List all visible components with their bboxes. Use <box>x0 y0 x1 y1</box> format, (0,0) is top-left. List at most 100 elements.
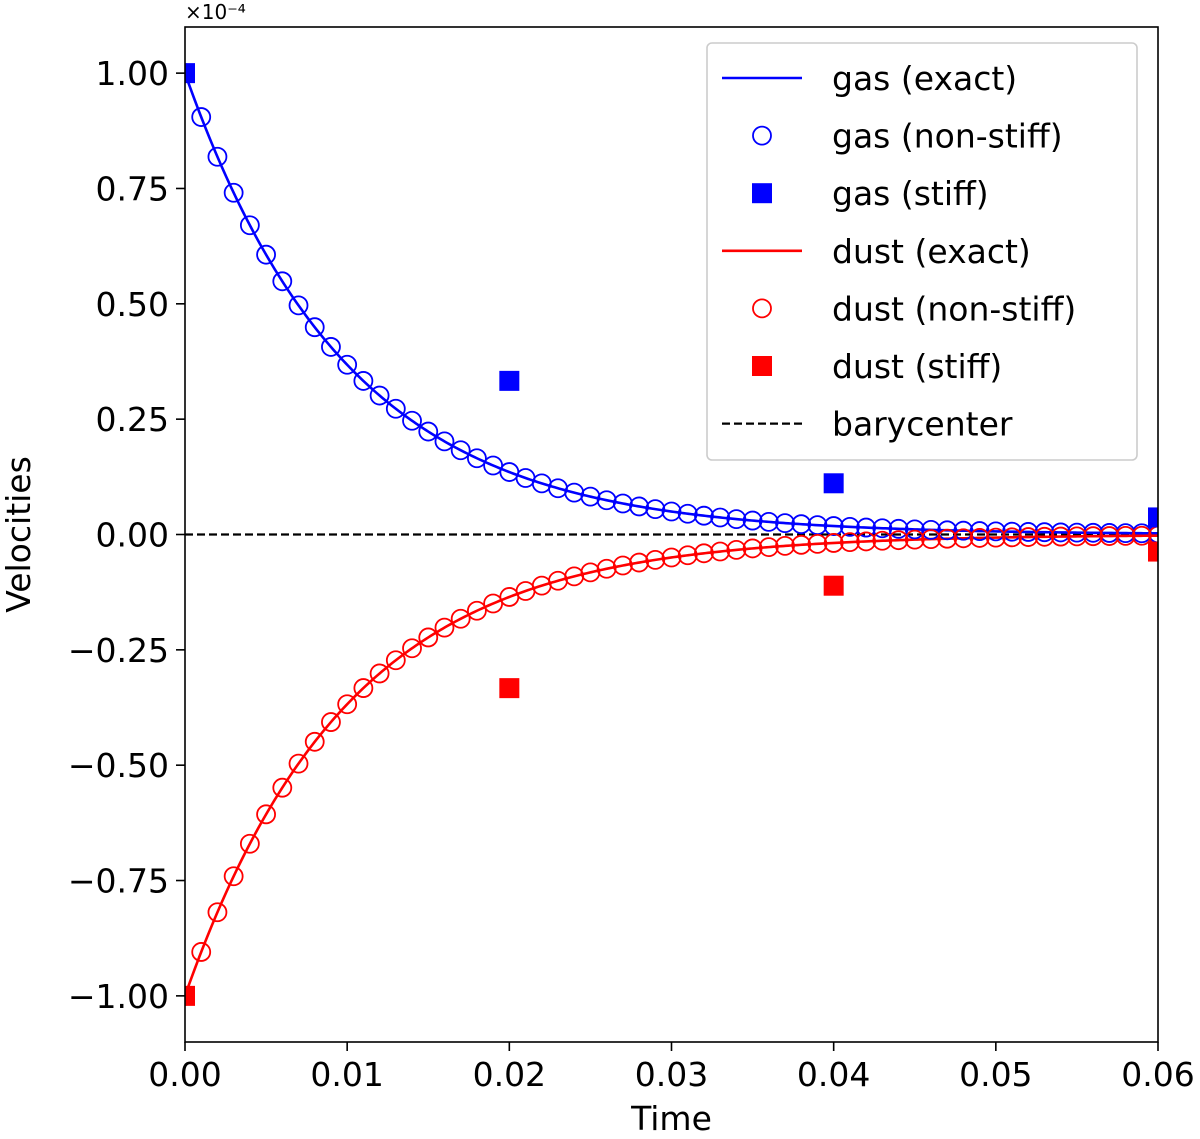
dust-nonstiff-point <box>872 530 893 551</box>
dust-nonstiff-point <box>677 545 698 566</box>
dust-nonstiff-point <box>434 617 455 638</box>
y-tick-label: 1.00 <box>96 54 169 93</box>
legend-marker-dust-stiff <box>752 356 772 376</box>
dust-nonstiff-point <box>337 694 358 715</box>
dust-nonstiff-point <box>418 627 439 648</box>
y-tick-label: 0.25 <box>96 400 169 439</box>
dust-nonstiff-point <box>758 537 779 558</box>
dust-nonstiff-point <box>694 543 714 564</box>
dust-nonstiff-point <box>839 532 860 553</box>
dust-nonstiff-point <box>272 777 293 798</box>
gas-nonstiff-point <box>337 354 358 375</box>
dust-nonstiff-point <box>466 600 487 621</box>
gas-nonstiff-point <box>629 496 649 517</box>
dust-nonstiff-point <box>321 712 341 732</box>
dust-nonstiff-point <box>207 902 228 923</box>
dust-nonstiff-point <box>239 833 260 854</box>
y-tick-label: −1.00 <box>68 977 169 1016</box>
gas-stiff-point <box>823 473 844 494</box>
dust-nonstiff-point <box>629 552 649 573</box>
dust-nonstiff-point <box>1131 525 1152 546</box>
dust-nonstiff-point <box>742 538 763 559</box>
x-tick-label: 0.03 <box>635 1055 708 1094</box>
dust-nonstiff-point <box>612 555 633 576</box>
dust-stiff-point <box>499 678 520 699</box>
y-tick-label: 0.75 <box>96 169 169 208</box>
gas-nonstiff-point <box>839 516 860 537</box>
gas-nonstiff-point <box>726 509 747 530</box>
y-tick-label: 0.50 <box>96 285 169 324</box>
gas-nonstiff-point <box>823 516 844 536</box>
gas-exact-line <box>185 72 1158 535</box>
dust-nonstiff-point <box>921 529 941 550</box>
legend: gas (exact) gas (non-stiff) gas (stiff) dus… <box>706 42 1138 461</box>
dust-nonstiff-point <box>1115 525 1136 546</box>
dust-stiff-point <box>185 985 195 1006</box>
dust-nonstiff-point <box>1002 527 1022 548</box>
dust-nonstiff-point <box>288 753 309 774</box>
dust-stiff-point <box>1148 541 1158 562</box>
y-tick-label: −0.50 <box>68 746 169 785</box>
gas-nonstiff-point <box>288 295 309 316</box>
dust-nonstiff-point <box>775 536 795 556</box>
gas-nonstiff-point <box>385 398 406 419</box>
dust-nonstiff-point <box>353 678 374 698</box>
axis-ticks: 0.00 0.01 0.02 0.03 0.04 0.05 0.06 1.00 0.75 0.50… <box>68 54 1195 1094</box>
gas-nonstiff-point <box>921 519 941 540</box>
dust-nonstiff-point <box>223 866 244 887</box>
dust-nonstiff-point <box>985 527 1006 548</box>
y-tick-label: −0.75 <box>68 862 169 901</box>
x-tick-label: 0.05 <box>959 1055 1032 1094</box>
dust-nonstiff-point <box>807 533 828 554</box>
dust-nonstiff-point <box>1050 526 1071 547</box>
gas-nonstiff-point <box>304 317 325 338</box>
dust-nonstiff-point <box>1034 526 1055 547</box>
gas-stiff-point <box>1148 507 1158 528</box>
dust-nonstiff-point <box>304 731 325 752</box>
gas-nonstiff-point <box>758 511 779 532</box>
y-scale-label: ×10⁻⁴ <box>185 0 246 24</box>
y-axis-label: Velocities <box>0 456 38 613</box>
dust-nonstiff-point <box>385 650 406 671</box>
plot-data <box>185 63 1158 1006</box>
gas-nonstiff-point <box>742 510 763 531</box>
gas-nonstiff-point <box>612 493 633 514</box>
gas-nonstiff-point <box>272 271 293 292</box>
gas-nonstiff-point <box>888 518 909 539</box>
gas-nonstiff-point <box>596 490 617 511</box>
gas-nonstiff-point <box>856 517 876 538</box>
legend-label-gas-exact: gas (exact) <box>832 59 1017 98</box>
dust-nonstiff-point <box>191 942 212 962</box>
gas-nonstiff-point <box>661 501 682 522</box>
dust-nonstiff-point <box>402 638 422 659</box>
dust-nonstiff-point <box>888 530 909 551</box>
x-tick-label: 0.04 <box>797 1055 870 1094</box>
y-tick-label: −0.25 <box>68 631 169 670</box>
gas-nonstiff-point <box>353 371 374 391</box>
gas-nonstiff-point <box>418 421 439 442</box>
gas-nonstiff-point <box>239 215 260 236</box>
gas-nonstiff-point <box>953 520 974 541</box>
dust-nonstiff-point <box>1099 526 1120 546</box>
legend-label-gas-stiff: gas (stiff) <box>832 174 989 213</box>
gas-nonstiff-point <box>645 499 666 520</box>
dust-nonstiff-point <box>856 531 876 552</box>
y-tick-label: 0.00 <box>96 516 169 555</box>
gas-nonstiff-point <box>369 385 390 406</box>
legend-box <box>706 42 1138 461</box>
gas-stiff-point <box>499 370 520 391</box>
legend-label-gas-non-stiff: gas (non-stiff) <box>832 117 1063 156</box>
gas-nonstiff-point <box>466 448 487 469</box>
gas-nonstiff-point <box>791 514 812 535</box>
dust-nonstiff-point <box>791 534 812 555</box>
legend-marker-gas-stiff <box>752 183 772 204</box>
dust-nonstiff-point <box>580 562 601 583</box>
legend-marker-gas-non-stiff <box>752 125 772 146</box>
x-tick-label: 0.00 <box>148 1055 221 1094</box>
gas-stiff-point <box>185 63 195 84</box>
dust-nonstiff-point <box>450 608 471 629</box>
gas-nonstiff-point <box>677 503 698 524</box>
dust-nonstiff-point <box>1067 526 1087 547</box>
